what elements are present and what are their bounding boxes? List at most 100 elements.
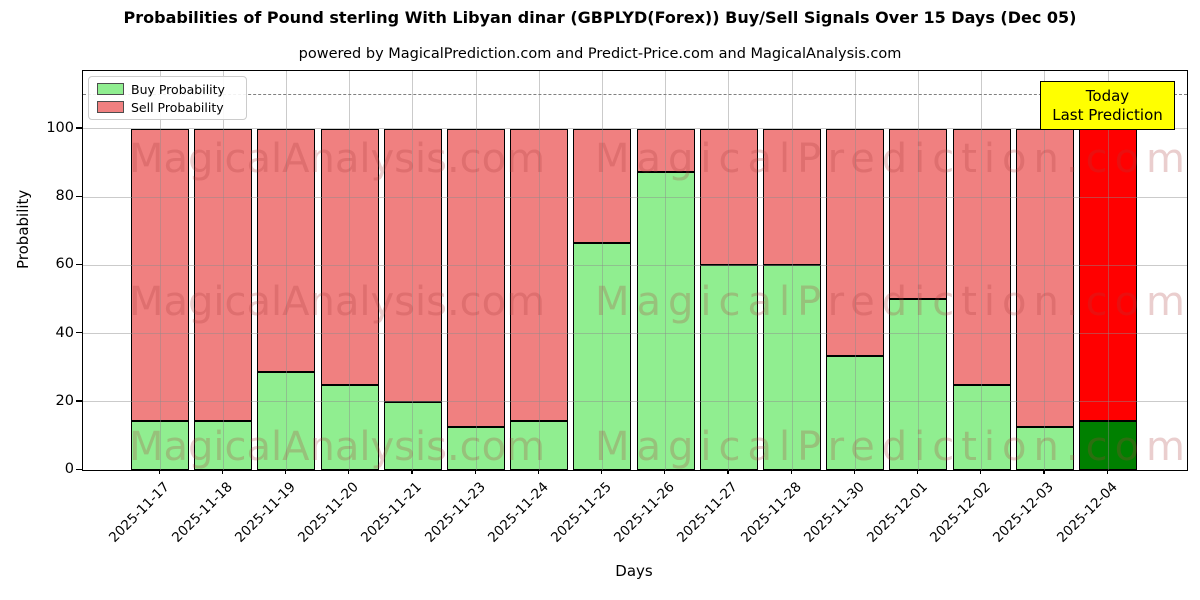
legend-item-sell: Sell Probability	[89, 100, 246, 115]
h-gridline	[83, 401, 1187, 403]
x-tick-label: 2025-12-03	[990, 479, 1058, 546]
x-axis-label: Days	[615, 562, 653, 580]
bar-sell-segment	[131, 128, 189, 422]
x-tick-mark	[727, 469, 729, 474]
bar-buy-segment	[573, 242, 632, 470]
h-gridline	[83, 196, 1187, 198]
bar-sell-segment	[826, 128, 885, 357]
x-tick-label: 2025-11-19	[231, 479, 299, 546]
x-tick-label: 2025-11-21	[358, 479, 426, 546]
bar-sell-segment	[636, 128, 695, 172]
bar-buy-segment	[257, 372, 316, 470]
v-gridline	[1107, 71, 1109, 470]
bar-buy-segment	[826, 356, 885, 470]
bar-sell-segment	[699, 128, 758, 266]
bar-sell-segment	[763, 128, 821, 266]
x-tick-label: 2025-11-25	[547, 479, 615, 546]
bar-sell-segment	[257, 128, 316, 373]
bar-sell-segment	[889, 128, 948, 300]
v-gridline	[601, 71, 603, 470]
bar-buy-segment	[510, 421, 569, 470]
x-tick-mark	[158, 469, 160, 474]
h-gridline	[83, 333, 1187, 335]
sell-color-swatch	[97, 101, 124, 113]
today-annotation-box: Today Last Prediction	[1040, 81, 1175, 130]
bar-buy-segment	[320, 384, 379, 470]
y-tick-mark	[76, 263, 82, 266]
chart-title: Probabilities of Pound sterling With Lib…	[123, 8, 1077, 27]
chart-subtitle: powered by MagicalPrediction.com and Pre…	[298, 46, 902, 62]
x-tick-mark	[790, 469, 792, 474]
v-gridline	[475, 71, 477, 470]
bar-sell-segment	[447, 128, 505, 428]
bar-sell-segment	[1079, 128, 1137, 422]
bar-buy-segment	[889, 299, 948, 470]
y-tick-label: 100	[46, 119, 74, 136]
y-tick-label: 0	[64, 461, 74, 477]
threshold-dashed-line	[83, 93, 1187, 95]
v-gridline	[665, 71, 667, 470]
x-tick-label: 2025-12-02	[927, 479, 994, 546]
x-tick-mark	[348, 469, 350, 474]
h-gridline	[83, 128, 1187, 130]
y-tick-mark	[76, 332, 82, 334]
x-tick-mark	[664, 469, 666, 474]
y-tick-mark	[76, 400, 82, 402]
x-tick-mark	[1043, 469, 1045, 474]
annotation-line-1: Today	[1085, 86, 1130, 105]
y-tick-label: 40	[55, 324, 74, 341]
y-tick-mark	[76, 195, 82, 197]
bar-buy-segment	[952, 384, 1011, 470]
bar-buy-segment	[447, 427, 505, 470]
annotation-line-2: Last Prediction	[1052, 105, 1163, 124]
v-gridline	[981, 71, 983, 470]
x-tick-mark	[537, 469, 539, 474]
x-tick-label: 2025-12-01	[863, 479, 931, 546]
bar-sell-segment	[952, 128, 1011, 385]
v-gridline	[412, 71, 414, 470]
bar-buy-segment	[131, 421, 189, 470]
legend: Buy Probability Sell Probability	[88, 76, 247, 120]
x-tick-label: 2025-11-24	[484, 479, 552, 546]
x-tick-label: 2025-11-20	[295, 479, 362, 546]
x-tick-mark	[980, 469, 982, 474]
h-gridline	[83, 264, 1187, 266]
x-tick-mark	[474, 469, 476, 474]
bar-buy-segment	[1015, 427, 1074, 470]
bar-sell-segment	[1015, 128, 1074, 428]
x-tick-label: 2025-11-27	[674, 479, 742, 546]
v-gridline	[854, 71, 856, 470]
x-tick-mark	[600, 469, 603, 474]
plot-area: MagicalAnalysis.com MagicalPrediction.co…	[82, 70, 1188, 471]
v-gridline	[1044, 71, 1046, 470]
v-gridline	[349, 71, 351, 470]
bar-sell-segment	[510, 128, 569, 422]
bar-buy-segment	[636, 171, 695, 470]
v-gridline	[791, 71, 793, 470]
bar-sell-segment	[194, 128, 253, 422]
buy-color-swatch	[97, 83, 124, 95]
x-tick-mark	[284, 469, 287, 474]
x-tick-label: 2025-11-18	[168, 479, 236, 546]
x-tick-mark	[916, 469, 919, 474]
x-tick-mark	[853, 469, 855, 474]
y-tick-mark	[76, 127, 82, 129]
v-gridline	[222, 71, 224, 470]
x-tick-label: 2025-12-04	[1053, 479, 1121, 546]
v-gridline	[285, 71, 287, 470]
legend-label-buy: Buy Probability	[131, 81, 225, 97]
x-tick-label: 2025-11-28	[737, 479, 805, 546]
x-tick-label: 2025-11-30	[800, 479, 868, 546]
bar-buy-segment	[699, 265, 758, 470]
y-tick-label: 60	[55, 256, 74, 273]
x-tick-mark	[411, 469, 413, 474]
x-tick-mark	[1106, 469, 1108, 474]
bar-buy-segment	[763, 265, 821, 470]
bar-buy-segment	[194, 421, 253, 470]
bar-sell-segment	[320, 128, 379, 385]
bar-sell-segment	[573, 128, 632, 243]
bar-sell-segment	[383, 128, 442, 402]
x-tick-label: 2025-11-17	[105, 479, 173, 546]
bar-buy-segment	[1079, 421, 1137, 470]
